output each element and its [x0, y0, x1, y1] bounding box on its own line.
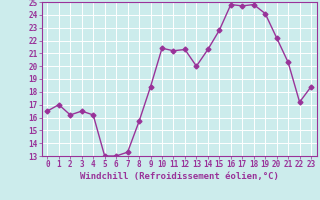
X-axis label: Windchill (Refroidissement éolien,°C): Windchill (Refroidissement éolien,°C) [80, 172, 279, 181]
